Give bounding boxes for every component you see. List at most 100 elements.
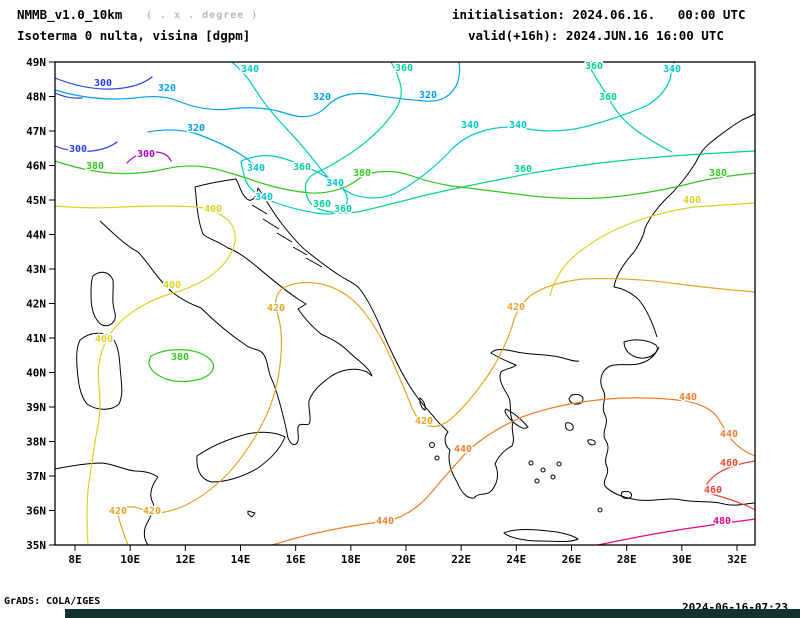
contour-label-340: 340 xyxy=(326,178,344,189)
lat-label: 40N xyxy=(26,367,46,380)
coastline-crete xyxy=(503,528,579,542)
field-title: Isoterma 0 nulta, visina [dgpm] xyxy=(17,28,251,43)
map-border xyxy=(54,61,756,546)
contour-labels-layer: 300 300 300 320 320 320 320 340 340 340 340 340 340 3… xyxy=(67,60,739,529)
contour-line-300-inner xyxy=(126,151,172,164)
contour-label-360: 360 xyxy=(334,204,352,215)
contour-label-360: 360 xyxy=(395,63,413,74)
contour-label-340: 340 xyxy=(663,64,681,75)
contour-label-440: 440 xyxy=(454,444,472,455)
resolution-note: ( . x . degree ) xyxy=(146,10,259,21)
lon-label: 32E xyxy=(727,553,747,566)
contour-label-400: 400 xyxy=(163,280,181,291)
lat-label: 41N xyxy=(26,332,46,345)
lat-label: 36N xyxy=(26,505,46,518)
contour-line-400 xyxy=(54,202,756,546)
coastline-corsica xyxy=(90,271,116,327)
contour-label-360: 360 xyxy=(514,164,532,175)
lat-label: 38N xyxy=(26,436,46,449)
contour-label-360: 360 xyxy=(313,199,331,210)
coastline-marmara xyxy=(623,339,658,359)
lon-label: 14E xyxy=(231,553,251,566)
lat-label: 42N xyxy=(26,298,46,311)
contour-label-460: 460 xyxy=(704,485,722,496)
contour-label-360: 360 xyxy=(585,61,603,72)
lon-label: 30E xyxy=(672,553,692,566)
grads-credit: GrADS: COLA/IGES xyxy=(4,596,101,607)
coastline-sicily xyxy=(196,431,286,483)
lon-label: 10E xyxy=(120,553,140,566)
contour-label-420: 420 xyxy=(267,303,285,314)
contour-label-400: 400 xyxy=(95,334,113,345)
axis-layer: 49N 48N 47N 46N 45N 44N 43N 42N 41N 40N 39N 38N 37N 3… xyxy=(26,56,747,566)
coastline-north-africa xyxy=(54,462,159,546)
contour-label-320: 320 xyxy=(158,83,176,94)
contour-label-440: 440 xyxy=(679,392,697,403)
valid-time: valid(+16h): 2024.JUN.16 16:00 UTC xyxy=(468,28,724,43)
coastline-italy xyxy=(99,178,373,446)
lat-label: 35N xyxy=(26,539,46,552)
contour-line-340 xyxy=(231,61,675,215)
contour-label-420: 420 xyxy=(415,416,433,427)
contour-line-460 xyxy=(705,460,756,511)
contours-layer xyxy=(54,61,756,546)
contour-line-480 xyxy=(597,518,756,546)
lat-label: 37N xyxy=(26,470,46,483)
contour-label-320: 320 xyxy=(313,92,331,103)
contour-line-380 xyxy=(54,160,756,383)
contour-line-440 xyxy=(271,397,756,546)
coastlines-layer xyxy=(54,113,756,546)
contour-label-380: 380 xyxy=(709,168,727,179)
contour-line-320 xyxy=(54,61,461,173)
coastline-turkey xyxy=(600,346,756,506)
lon-label: 28E xyxy=(617,553,637,566)
contour-label-320: 320 xyxy=(419,90,437,101)
contour-label-300: 300 xyxy=(137,149,155,160)
contour-label-380: 380 xyxy=(86,161,104,172)
coastline-sardinia xyxy=(76,332,123,410)
lat-label: 46N xyxy=(26,160,46,173)
island-dot xyxy=(597,507,603,513)
lat-label: 39N xyxy=(26,401,46,414)
contour-label-360: 360 xyxy=(293,162,311,173)
contour-label-480: 480 xyxy=(713,516,731,527)
island-dot xyxy=(540,467,546,473)
lon-label: 20E xyxy=(396,553,416,566)
contour-label-440: 440 xyxy=(720,429,738,440)
coastline-balkans-greece xyxy=(235,178,580,499)
island-dot xyxy=(534,478,540,484)
contour-label-400: 400 xyxy=(204,204,222,215)
lat-label: 48N xyxy=(26,91,46,104)
bottom-bar xyxy=(65,609,800,618)
lat-label: 49N xyxy=(26,56,46,69)
contour-label-340: 340 xyxy=(461,120,479,131)
model-title: NMMB_v1.0_10km xyxy=(17,7,123,22)
lat-label: 47N xyxy=(26,125,46,138)
contour-label-400: 400 xyxy=(683,195,701,206)
lon-label: 24E xyxy=(506,553,526,566)
init-time: initialisation: 2024.06.16. 00:00 UTC xyxy=(452,7,746,22)
lat-label: 44N xyxy=(26,229,46,242)
coastline-black-sea xyxy=(613,113,756,338)
contour-label-460: 460 xyxy=(720,458,738,469)
contour-label-420: 420 xyxy=(143,506,161,517)
contour-label-380: 380 xyxy=(171,352,189,363)
coastline-islands xyxy=(247,204,632,518)
contour-line-300 xyxy=(54,76,153,153)
island-dot xyxy=(429,442,435,448)
island-dot xyxy=(556,461,562,467)
lon-label: 26E xyxy=(562,553,582,566)
lon-label: 16E xyxy=(286,553,306,566)
contour-label-340: 340 xyxy=(247,163,265,174)
lon-label: 8E xyxy=(68,553,81,566)
contour-label-340: 340 xyxy=(255,192,273,203)
contour-label-440: 440 xyxy=(376,516,394,527)
lat-label: 45N xyxy=(26,194,46,207)
contour-label-340: 340 xyxy=(509,120,527,131)
contour-label-300: 300 xyxy=(94,78,112,89)
island-dot xyxy=(434,455,440,461)
contour-label-340: 340 xyxy=(241,64,259,75)
contour-label-420: 420 xyxy=(507,302,525,313)
contour-line-360 xyxy=(304,61,756,214)
